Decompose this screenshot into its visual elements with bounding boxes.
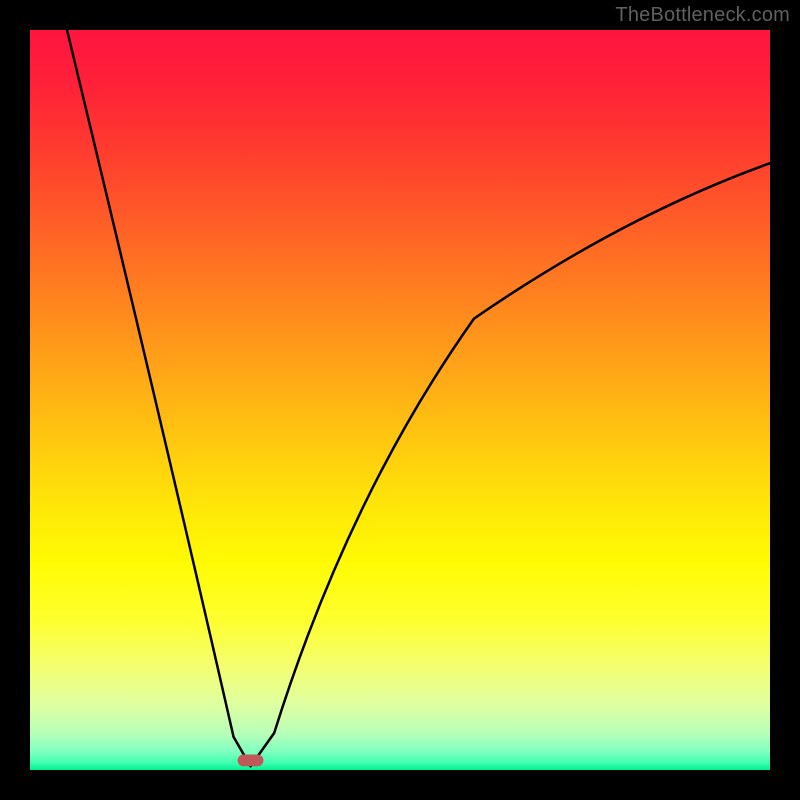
chart-background (30, 30, 770, 770)
optimal-point-marker (238, 754, 264, 766)
watermark-text: TheBottleneck.com (615, 4, 790, 27)
bottleneck-chart: TheBottleneck.com (0, 0, 800, 800)
chart-svg (0, 0, 800, 800)
